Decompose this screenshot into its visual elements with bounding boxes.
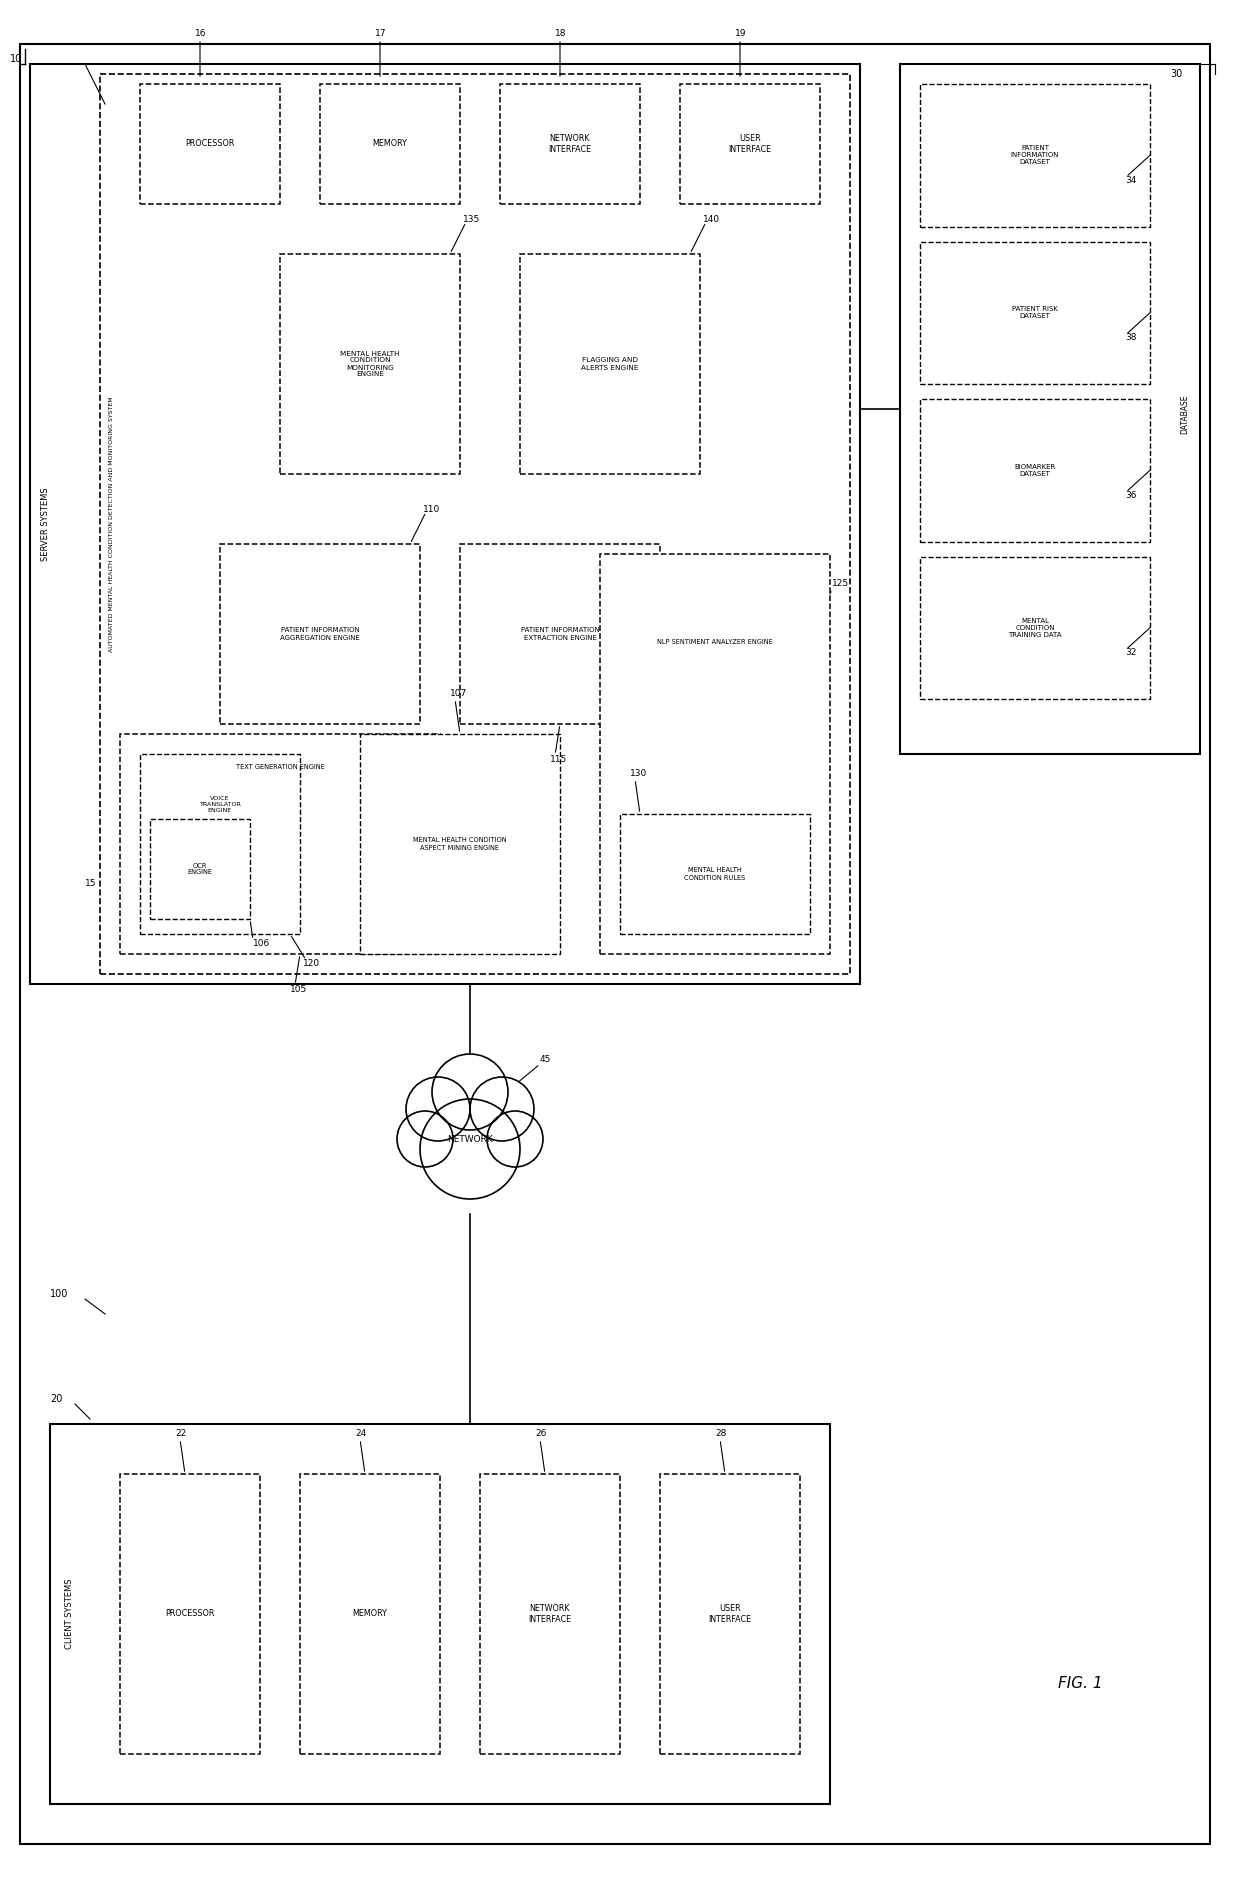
Text: DATABASE: DATABASE xyxy=(1180,394,1189,433)
Text: PROCESSOR: PROCESSOR xyxy=(165,1609,215,1618)
Text: 105: 105 xyxy=(290,985,308,993)
Text: 38: 38 xyxy=(1125,333,1137,343)
Text: MEMORY: MEMORY xyxy=(352,1609,387,1618)
Text: NLP SENTIMENT ANALYZER ENGINE: NLP SENTIMENT ANALYZER ENGINE xyxy=(657,639,773,644)
Text: 17: 17 xyxy=(374,30,387,38)
Text: NETWORK
INTERFACE: NETWORK INTERFACE xyxy=(548,134,591,154)
Text: 28: 28 xyxy=(715,1430,727,1439)
Text: MENTAL
CONDITION
TRAINING DATA: MENTAL CONDITION TRAINING DATA xyxy=(1008,618,1061,639)
Text: 34: 34 xyxy=(1125,175,1136,185)
Circle shape xyxy=(487,1112,543,1166)
Bar xyxy=(219,544,420,723)
Bar xyxy=(150,820,250,919)
Bar xyxy=(320,85,460,203)
Circle shape xyxy=(397,1112,453,1166)
Circle shape xyxy=(420,1098,520,1198)
Text: FLAGGING AND
ALERTS ENGINE: FLAGGING AND ALERTS ENGINE xyxy=(582,358,639,371)
Text: 26: 26 xyxy=(534,1430,547,1439)
Text: 125: 125 xyxy=(832,580,849,588)
Text: USER
INTERFACE: USER INTERFACE xyxy=(708,1605,751,1624)
Text: 45: 45 xyxy=(539,1055,552,1063)
Text: 16: 16 xyxy=(195,30,207,38)
Text: USER
INTERFACE: USER INTERFACE xyxy=(728,134,771,154)
Bar xyxy=(600,554,830,953)
Bar xyxy=(920,399,1149,541)
Bar xyxy=(500,85,640,203)
Text: 100: 100 xyxy=(50,1289,68,1298)
Bar xyxy=(920,241,1149,384)
Text: 110: 110 xyxy=(423,505,440,514)
Text: BIOMARKER
DATASET: BIOMARKER DATASET xyxy=(1014,463,1055,477)
Circle shape xyxy=(432,1053,508,1130)
Bar xyxy=(480,1473,620,1754)
Text: 107: 107 xyxy=(450,690,467,699)
Bar xyxy=(460,544,660,723)
Circle shape xyxy=(405,1078,470,1142)
Bar xyxy=(660,1473,800,1754)
Text: 19: 19 xyxy=(735,30,746,38)
Text: SERVER SYSTEMS: SERVER SYSTEMS xyxy=(41,488,50,561)
Text: AUTOMATED MENTAL HEALTH CONDITION DETECTION AND MONITORING SYSTEM: AUTOMATED MENTAL HEALTH CONDITION DETECT… xyxy=(109,396,114,652)
Text: 10: 10 xyxy=(10,55,22,64)
Bar xyxy=(120,735,440,953)
Bar xyxy=(520,254,701,475)
Text: 24: 24 xyxy=(355,1430,366,1439)
Text: FIG. 1: FIG. 1 xyxy=(1058,1677,1102,1692)
Text: 130: 130 xyxy=(630,769,647,778)
Text: MENTAL HEALTH
CONDITION RULES: MENTAL HEALTH CONDITION RULES xyxy=(684,867,745,880)
Text: PROCESSOR: PROCESSOR xyxy=(185,139,234,149)
Text: NETWORK: NETWORK xyxy=(448,1134,492,1144)
Bar xyxy=(920,556,1149,699)
Text: 32: 32 xyxy=(1125,648,1136,658)
Bar xyxy=(300,1473,440,1754)
Bar xyxy=(920,85,1149,226)
Text: MENTAL HEALTH CONDITION
ASPECT MINING ENGINE: MENTAL HEALTH CONDITION ASPECT MINING EN… xyxy=(413,838,507,850)
Text: MENTAL HEALTH
CONDITION
MONITORING
ENGINE: MENTAL HEALTH CONDITION MONITORING ENGIN… xyxy=(340,350,399,377)
Bar xyxy=(140,754,300,934)
Text: PATIENT
INFORMATION
DATASET: PATIENT INFORMATION DATASET xyxy=(1011,145,1059,166)
Bar xyxy=(120,1473,260,1754)
Text: 30: 30 xyxy=(1171,70,1182,79)
Bar xyxy=(100,73,849,974)
Bar xyxy=(50,1424,830,1805)
Text: TEXT GENERATION ENGINE: TEXT GENERATION ENGINE xyxy=(236,765,325,771)
Text: PATIENT INFORMATION
AGGREGATION ENGINE: PATIENT INFORMATION AGGREGATION ENGINE xyxy=(280,627,360,641)
Text: 22: 22 xyxy=(175,1430,186,1439)
Bar xyxy=(680,85,820,203)
Text: 135: 135 xyxy=(463,215,480,224)
Text: 106: 106 xyxy=(253,940,270,948)
Bar xyxy=(900,64,1200,754)
Text: 18: 18 xyxy=(556,30,567,38)
Text: MEMORY: MEMORY xyxy=(372,139,408,149)
Bar xyxy=(140,85,280,203)
Text: NETWORK
INTERFACE: NETWORK INTERFACE xyxy=(528,1605,572,1624)
Text: 120: 120 xyxy=(303,959,320,968)
Bar xyxy=(360,735,560,953)
Text: OCR
ENGINE: OCR ENGINE xyxy=(187,863,212,876)
Text: 20: 20 xyxy=(50,1394,62,1404)
Bar xyxy=(280,254,460,475)
Text: 15: 15 xyxy=(86,880,97,889)
Text: 115: 115 xyxy=(551,754,567,763)
Text: 140: 140 xyxy=(703,215,720,224)
Circle shape xyxy=(470,1078,534,1142)
Text: 36: 36 xyxy=(1125,490,1137,499)
Text: PATIENT RISK
DATASET: PATIENT RISK DATASET xyxy=(1012,307,1058,318)
Bar xyxy=(30,64,861,983)
Text: PATIENT INFORMATION
EXTRACTION ENGINE: PATIENT INFORMATION EXTRACTION ENGINE xyxy=(521,627,599,641)
Text: VOICE
TRANSLATOR
ENGINE: VOICE TRANSLATOR ENGINE xyxy=(200,797,241,812)
Bar xyxy=(620,814,810,934)
Text: CLIENT SYSTEMS: CLIENT SYSTEMS xyxy=(66,1579,74,1648)
